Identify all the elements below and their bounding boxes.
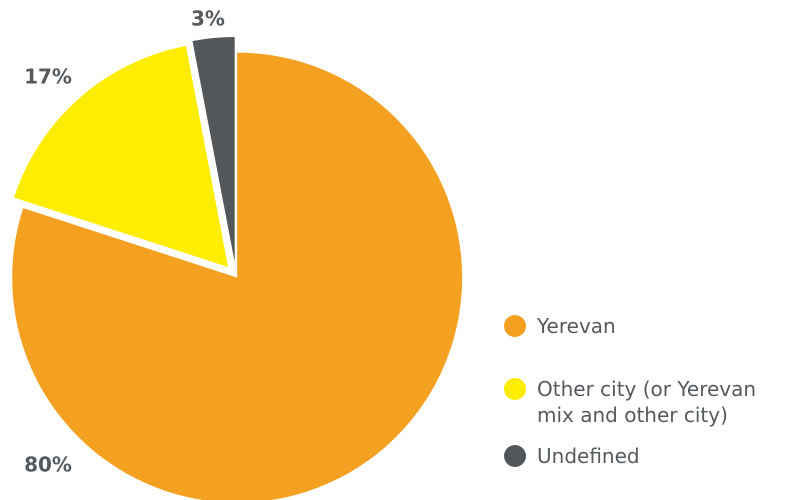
- legend-swatch: [504, 378, 526, 400]
- pie-slice: [192, 37, 235, 263]
- slice-label: 3%: [191, 7, 225, 31]
- legend-label: Other city (or Yerevan mix and other cit…: [537, 377, 757, 427]
- legend-item: Other city (or Yerevan mix and other cit…: [504, 376, 784, 428]
- pie-slice: [12, 52, 463, 500]
- legend-label: Yerevan: [537, 314, 616, 338]
- slice-label: 80%: [24, 453, 72, 477]
- slice-label: 17%: [24, 65, 72, 89]
- legend-item: Undefined: [504, 443, 784, 469]
- legend-label: Undefined: [537, 444, 640, 468]
- legend-item: Yerevan: [504, 313, 784, 339]
- pie-slice: [14, 45, 229, 267]
- legend-swatch: [504, 315, 526, 337]
- legend-swatch: [504, 445, 526, 467]
